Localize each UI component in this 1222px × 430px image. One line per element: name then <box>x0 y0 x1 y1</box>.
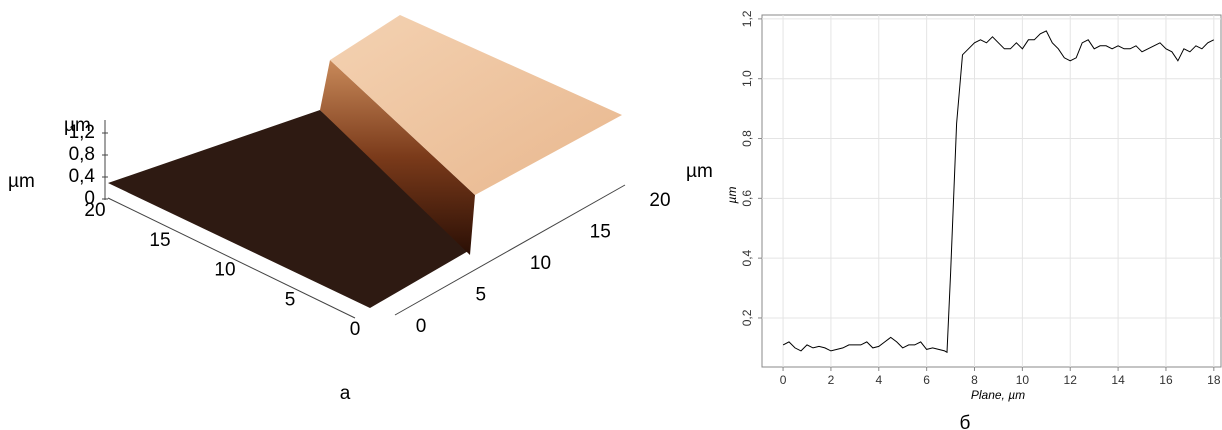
tick-label: 10 <box>214 260 235 281</box>
x-tick-label: 6 <box>923 373 930 387</box>
x-tick-label: 0 <box>780 373 787 387</box>
tick-label: 0 <box>350 319 361 340</box>
y-axis-title: µm <box>725 187 739 204</box>
y-tick-label: 1,0 <box>740 70 754 87</box>
tick-label: 20 <box>649 190 670 211</box>
y-tick-label: 0,8 <box>740 130 754 147</box>
y-tick-label: 0,2 <box>740 309 754 326</box>
caption: а <box>340 383 351 404</box>
tick-label: 15 <box>149 230 170 251</box>
x-tick-label: 2 <box>828 373 835 387</box>
tick-label: 15 <box>590 222 611 243</box>
tick-label: 5 <box>285 289 296 310</box>
x-axis-label: µm <box>8 171 35 192</box>
tick-label: 0,4 <box>69 166 96 187</box>
tick-label: 5 <box>475 285 486 306</box>
x-tick-label: 16 <box>1159 373 1173 387</box>
x-tick-label: 14 <box>1111 373 1125 387</box>
x-tick-label: 18 <box>1207 373 1221 387</box>
y-tick-label: 1,2 <box>740 10 754 27</box>
y-tick-label: 0,6 <box>740 190 754 207</box>
x-tick-label: 8 <box>971 373 978 387</box>
x-tick-label: 10 <box>1016 373 1030 387</box>
x-axis-title: Plane, µm <box>971 388 1025 402</box>
figure: µm µm µm а б Plane, µm µm 00,40,81,20510… <box>0 0 1222 430</box>
tick-label: 0,8 <box>69 144 95 165</box>
x-tick-label: 12 <box>1064 373 1078 387</box>
y-axis-label: µm <box>686 161 713 182</box>
x-tick-label: 4 <box>875 373 882 387</box>
page: µm µm µm а б Plane, µm µm 00,40,81,20510… <box>0 0 1222 430</box>
tick-label: 20 <box>84 200 105 221</box>
y-tick-label: 0,4 <box>740 249 754 266</box>
tick-label: 10 <box>530 253 551 274</box>
caption: б <box>960 413 971 430</box>
tick-label: 1,2 <box>69 122 95 143</box>
tick-label: 0 <box>416 316 427 337</box>
